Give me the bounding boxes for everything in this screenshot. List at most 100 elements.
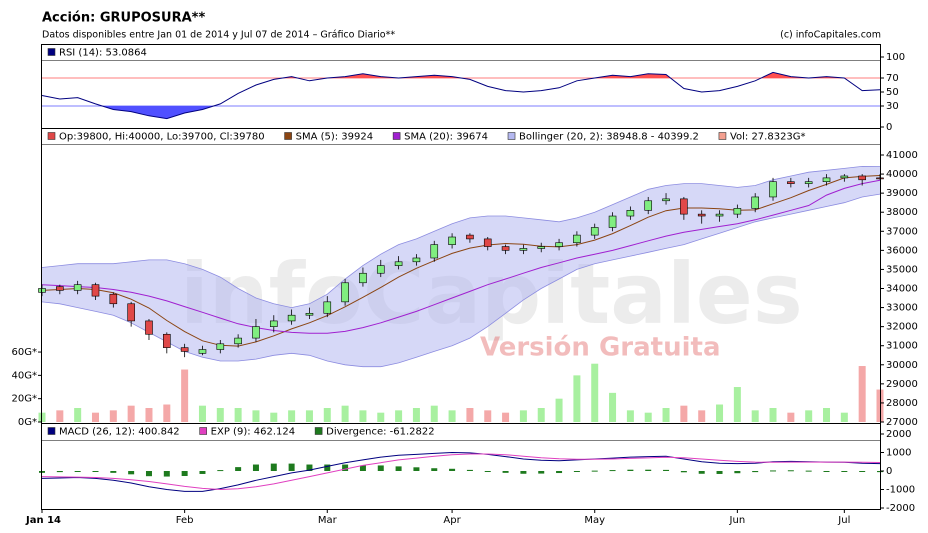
- volume-bar: [430, 405, 438, 422]
- volume-bar: [644, 412, 652, 422]
- candle-body: [145, 320, 153, 335]
- candle-body: [483, 238, 492, 247]
- divergence-bar: [663, 469, 670, 471]
- x-tick-label: Jun: [729, 515, 746, 526]
- y-tick-label: 33000: [886, 303, 918, 314]
- candle-body: [323, 301, 332, 314]
- x-tick-label: Mar: [318, 515, 338, 526]
- divergence-bar: [199, 471, 206, 474]
- macd-line: [41, 451, 881, 492]
- volume-bar: [680, 405, 688, 422]
- legend-label: Vol: 27.8323G*: [730, 132, 806, 143]
- volume-bar: [395, 410, 403, 422]
- y-tick-label: 0: [886, 466, 892, 477]
- candle-body: [769, 181, 777, 198]
- y-tick-label: -2000: [886, 503, 915, 514]
- candle-body: [359, 272, 367, 284]
- divergence-bar: [449, 468, 456, 471]
- candle-body: [537, 246, 546, 249]
- bollinger-upper: [41, 165, 881, 309]
- legend-label: Bollinger (20, 2): 38948.8 - 40399.2: [519, 132, 699, 143]
- x-tick-label: Apr: [443, 515, 461, 526]
- candle-body: [644, 200, 653, 211]
- title: Acción: GRUPOSURA**: [42, 11, 205, 26]
- candle-body: [163, 333, 171, 348]
- volume-bar: [145, 408, 153, 422]
- divergence-bar: [520, 471, 527, 474]
- divergence-bar: [841, 471, 848, 472]
- volume-bar: [305, 410, 313, 422]
- candle-body: [234, 337, 242, 345]
- x-tick-label: May: [584, 515, 605, 526]
- divergence-bar: [680, 471, 687, 473]
- divergence-bar: [377, 465, 384, 471]
- y-tick-label: 60G*: [12, 347, 37, 358]
- volume-bar: [323, 408, 331, 422]
- candle-body: [216, 343, 225, 350]
- divergence-bar: [181, 471, 188, 476]
- divergence-bar: [306, 464, 313, 471]
- legend-swatch: [507, 132, 516, 140]
- volume-bar: [163, 404, 171, 422]
- volume-bar: [484, 410, 492, 422]
- volume-bar: [91, 412, 99, 422]
- divergence-bar: [342, 464, 349, 471]
- divergence-bar: [270, 463, 277, 471]
- y-tick-label: 30000: [886, 360, 918, 371]
- divergence-bar: [698, 471, 705, 474]
- candle-body: [305, 312, 314, 316]
- candle-body: [680, 198, 688, 215]
- y-tick-label: 28000: [886, 398, 918, 409]
- volume-bar: [234, 408, 242, 422]
- divergence-bar: [787, 470, 794, 472]
- volume-bar: [733, 387, 741, 422]
- candle-body: [73, 284, 82, 291]
- divergence-bar: [235, 467, 242, 471]
- candle-body: [56, 286, 64, 291]
- legend-label: SMA (20): 39674: [404, 132, 488, 143]
- legend-swatch: [47, 48, 56, 56]
- divergence-bar: [538, 471, 545, 474]
- x-tick-label: Feb: [176, 515, 194, 526]
- y-tick-label: -1000: [886, 485, 915, 496]
- credit: (c) infoCapitales.com: [780, 30, 881, 41]
- volume-bar: [198, 405, 206, 422]
- candle-body: [608, 215, 617, 228]
- y-tick-label: 40000: [886, 169, 918, 180]
- candle-body: [501, 246, 510, 251]
- divergence-bar: [217, 470, 224, 472]
- y-tick-label: 27000: [886, 417, 918, 428]
- volume-bar: [662, 408, 670, 422]
- y-tick-label: 0G*: [18, 417, 37, 428]
- y-tick-label: 100: [886, 52, 905, 63]
- candle-body: [198, 349, 207, 354]
- volume-bar: [502, 412, 510, 422]
- legend-swatch: [47, 427, 56, 435]
- volume-bar: [519, 410, 527, 422]
- macd-line: [41, 453, 881, 491]
- candle-body: [626, 210, 635, 217]
- volume-bar: [573, 375, 581, 422]
- volume-bar: [127, 405, 135, 422]
- y-tick-label: 20G*: [12, 394, 37, 405]
- volume-bar: [109, 410, 117, 422]
- y-tick-label: 35000: [886, 264, 918, 275]
- divergence-bar: [145, 471, 152, 477]
- divergence-bar: [56, 471, 63, 473]
- candle-body: [590, 227, 599, 236]
- candle-body: [733, 208, 742, 215]
- divergence-bar: [716, 471, 723, 474]
- divergence-bar: [92, 471, 99, 472]
- volume-bar: [858, 366, 866, 422]
- volume-bar: [448, 410, 456, 422]
- legend-label: Op:39800, Hi:40000, Lo:39700, Cl:39780: [59, 132, 265, 143]
- divergence-bar: [324, 464, 331, 471]
- volume-bar: [840, 412, 848, 422]
- candle-body: [287, 314, 296, 322]
- candle-body: [573, 234, 581, 244]
- divergence-bar: [734, 471, 741, 474]
- x-tick-label: Jan 14: [25, 515, 61, 526]
- volume-bar: [252, 410, 260, 422]
- sma-line: [41, 179, 881, 334]
